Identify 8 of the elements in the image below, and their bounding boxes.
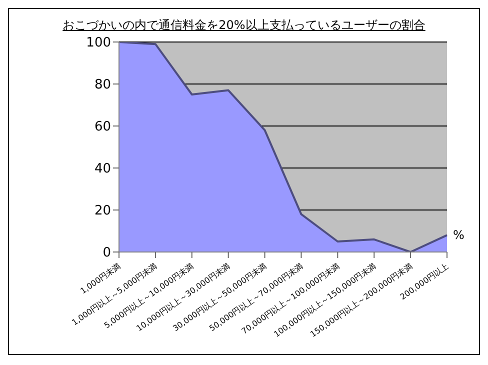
y-tick-label: 20 bbox=[94, 204, 111, 219]
y-tick-label: 0 bbox=[102, 246, 111, 261]
series-label: % bbox=[453, 228, 464, 242]
chart-title: おこづかいの内で通信料金を20%以上支払っているユーザーの割合 bbox=[62, 17, 426, 34]
y-tick-label: 80 bbox=[94, 78, 111, 93]
y-tick-label: 40 bbox=[94, 162, 111, 177]
y-tick-label: 60 bbox=[94, 120, 111, 135]
y-tick-label: 100 bbox=[86, 36, 111, 51]
